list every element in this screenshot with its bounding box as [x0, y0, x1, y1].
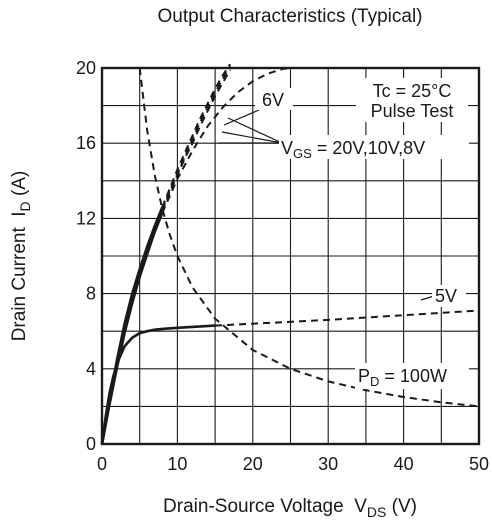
x-tick-label: 20	[243, 454, 263, 474]
series-line-8v-solid	[100, 210, 164, 445]
label-6v-bg	[255, 88, 293, 110]
y-tick-label: 16	[76, 133, 96, 153]
series-line-20v-dashed	[161, 63, 232, 208]
leader-6v	[223, 109, 260, 126]
leader-vgs-2	[221, 131, 283, 144]
pd-label-rest: = 100W	[379, 366, 447, 386]
leader-vgs-1	[227, 117, 283, 144]
label-5v: 5V	[435, 286, 457, 306]
label-6v: 6V	[262, 90, 284, 110]
series-line-6v-dashed	[161, 67, 291, 214]
y-tick-labels: 0 4 8 12 16 20	[76, 58, 96, 454]
x-tick-label: 0	[97, 454, 107, 474]
vgs-label-rest: = 20V,10V,8V	[312, 138, 425, 158]
vgs-label-main: V	[281, 138, 293, 158]
x-tick-label: 30	[318, 454, 338, 474]
y-axis-label-unit: (A)	[9, 171, 30, 202]
chart-title: Output Characteristics (Typical)	[157, 6, 422, 27]
pulse-test-label: Pulse Test	[371, 101, 454, 121]
vgs-label: VGS = 20V,10V,8V	[281, 138, 425, 161]
y-tick-label: 12	[76, 208, 96, 228]
x-axis-label-sub: DS	[367, 504, 386, 520]
series-line-5v-solid	[100, 324, 216, 445]
y-axis-label: Drain Current ID (A)	[9, 171, 33, 342]
pd-label-sub: D	[370, 374, 379, 389]
x-tick-label: 50	[469, 454, 489, 474]
tc-label: Tc = 25°C	[373, 81, 452, 101]
y-tick-label: 4	[86, 359, 96, 379]
vgs-label-bg	[279, 135, 469, 159]
pd-label-main: P	[358, 366, 370, 386]
plot-frame	[100, 66, 481, 446]
series-line-6v-solid	[100, 212, 164, 445]
series-line-20v-solid	[100, 206, 164, 445]
pd-label-bg	[355, 363, 469, 389]
vgs-label-sub: GS	[293, 146, 312, 161]
series-line-10v-dashed	[161, 65, 232, 210]
y-tick-label: 8	[86, 284, 96, 304]
x-axis-label-unit: (V)	[386, 496, 417, 517]
series-line-8v-dashed	[161, 69, 232, 212]
series-line-10v-solid	[100, 208, 164, 445]
y-axis-label-sub: D	[17, 201, 33, 211]
y-tick-label: 20	[76, 58, 96, 78]
leader-lines	[218, 109, 435, 301]
x-axis-label-main: Drain-Source Voltage V	[163, 496, 367, 517]
x-tick-labels: 0 10 20 30 40 50	[97, 454, 489, 474]
x-tick-label: 10	[167, 454, 187, 474]
series-line-5v-dashed	[215, 309, 480, 327]
series-line-p-d-100w	[138, 67, 480, 408]
y-axis-label-main: Drain Current I	[9, 211, 30, 341]
x-axis-label: Drain-Source Voltage VDS (V)	[163, 496, 417, 520]
pd-label: PD = 100W	[358, 366, 447, 389]
curves	[100, 63, 480, 445]
x-tick-label: 40	[394, 454, 414, 474]
leader-5v	[420, 295, 435, 301]
tc-label-bg	[356, 78, 468, 122]
y-tick-label: 0	[86, 434, 96, 454]
label-5v-bg	[432, 285, 466, 307]
